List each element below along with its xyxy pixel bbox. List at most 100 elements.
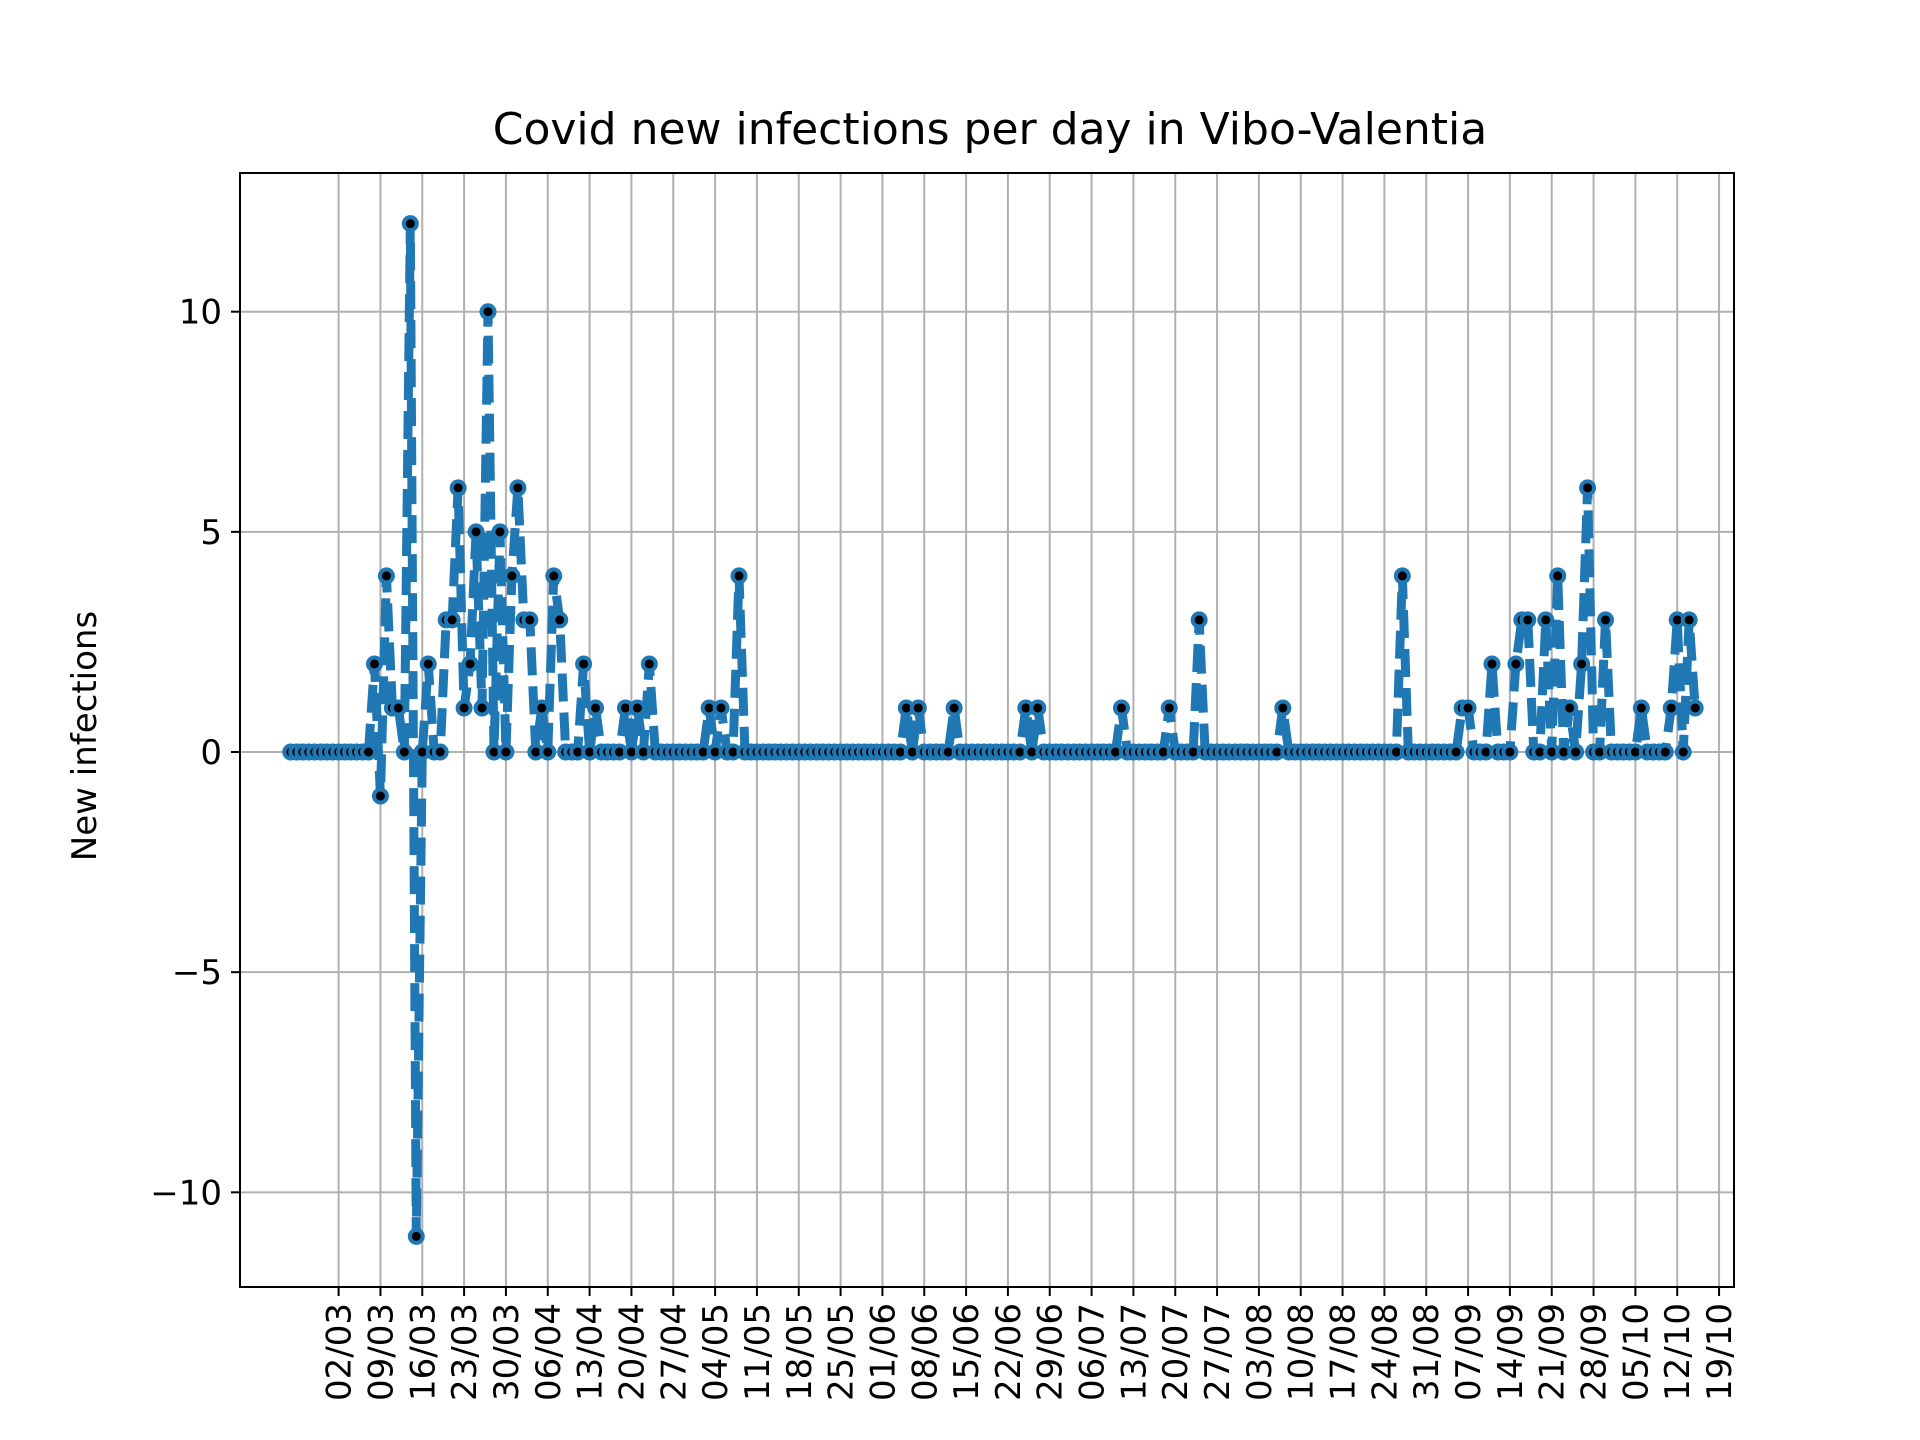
- data-point: [575, 655, 593, 673]
- data-point: [365, 655, 383, 673]
- data-point: [479, 303, 497, 321]
- x-tick-label: 31/08: [1407, 1303, 1447, 1401]
- data-point: [551, 611, 569, 629]
- x-tick-label: 14/09: [1491, 1303, 1531, 1401]
- y-tick-label: −5: [172, 953, 222, 993]
- data-point: [359, 743, 377, 761]
- x-axis-ticks: 02/03 09/03 16/03 23/03 30/03 06/04 13/04 20/04…: [320, 1287, 1740, 1401]
- chart-title: Covid new infections per day in Vibo-Val…: [493, 104, 1488, 155]
- data-point: [473, 699, 491, 717]
- x-tick-label: 29/06: [1031, 1303, 1071, 1401]
- x-tick-label: 01/06: [863, 1303, 903, 1401]
- x-tick-label: 17/08: [1324, 1303, 1364, 1401]
- x-tick-label: 09/03: [361, 1303, 401, 1401]
- data-point: [497, 743, 515, 761]
- y-axis-label: New infections: [65, 611, 105, 861]
- data-point: [1507, 655, 1525, 673]
- x-tick-label: 06/07: [1073, 1303, 1113, 1401]
- plot-area-frame: [239, 172, 1735, 1288]
- data-point: [545, 567, 563, 585]
- x-tick-label: 06/04: [529, 1303, 569, 1401]
- data-point: [1190, 611, 1208, 629]
- data-point: [461, 655, 479, 673]
- data-point: [730, 567, 748, 585]
- data-point: [419, 655, 437, 673]
- x-tick-label: 27/04: [654, 1303, 694, 1401]
- data-point: [1029, 699, 1047, 717]
- x-tick-label: 18/05: [780, 1303, 820, 1401]
- y-tick-label: −10: [150, 1173, 222, 1213]
- data-point: [1519, 611, 1537, 629]
- x-tick-label: 04/05: [696, 1303, 736, 1401]
- data-point: [533, 699, 551, 717]
- x-tick-label: 30/03: [487, 1303, 527, 1401]
- data-point: [945, 699, 963, 717]
- data-point: [467, 523, 485, 541]
- y-tick-label: 0: [200, 733, 222, 773]
- data-point: [1567, 743, 1585, 761]
- data-point: [1459, 699, 1477, 717]
- data-point: [407, 1227, 425, 1245]
- x-tick-label: 28/09: [1575, 1303, 1615, 1401]
- data-point: [521, 611, 539, 629]
- data-point: [1501, 743, 1519, 761]
- x-tick-label: 22/06: [989, 1303, 1029, 1401]
- data-point: [712, 699, 730, 717]
- data-point: [431, 743, 449, 761]
- data-point: [491, 523, 509, 541]
- data-point: [1160, 699, 1178, 717]
- data-point: [377, 567, 395, 585]
- data-point: [1561, 699, 1579, 717]
- data-point: [1662, 699, 1680, 717]
- data-point: [443, 611, 461, 629]
- y-tick-label: 5: [200, 513, 222, 553]
- data-point: [1549, 567, 1567, 585]
- x-tick-label: 08/06: [905, 1303, 945, 1401]
- data-point: [1537, 611, 1555, 629]
- x-tick-label: 23/03: [445, 1303, 485, 1401]
- data-point: [455, 699, 473, 717]
- x-tick-label: 07/09: [1449, 1303, 1489, 1401]
- x-tick-label: 15/06: [947, 1303, 987, 1401]
- x-tick-label: 24/08: [1365, 1303, 1405, 1401]
- data-point: [1674, 743, 1692, 761]
- data-point: [628, 699, 646, 717]
- x-tick-label: 20/07: [1156, 1303, 1196, 1401]
- data-point: [395, 743, 413, 761]
- data-point: [449, 479, 467, 497]
- x-tick-label: 19/10: [1700, 1303, 1740, 1401]
- y-tick-label: 10: [179, 293, 222, 333]
- x-tick-label: 13/04: [571, 1303, 611, 1401]
- data-point: [1686, 699, 1704, 717]
- data-point: [1680, 611, 1698, 629]
- x-tick-label: 05/10: [1616, 1303, 1656, 1401]
- data-points: [282, 215, 1704, 1245]
- x-tick-label: 03/08: [1240, 1303, 1280, 1401]
- data-point: [1393, 567, 1411, 585]
- data-point: [401, 215, 419, 233]
- data-point: [503, 567, 521, 585]
- data-point: [1632, 699, 1650, 717]
- data-point: [509, 479, 527, 497]
- x-tick-label: 20/04: [612, 1303, 652, 1401]
- x-tick-label: 02/03: [320, 1303, 360, 1401]
- x-tick-label: 10/08: [1282, 1303, 1322, 1401]
- data-point: [640, 655, 658, 673]
- data-point: [1573, 655, 1591, 673]
- y-axis-ticks: −10 −5 0 5 10: [150, 293, 240, 1213]
- data-point: [1579, 479, 1597, 497]
- data-point: [1447, 743, 1465, 761]
- x-tick-label: 25/05: [822, 1303, 862, 1401]
- x-tick-label: 21/09: [1533, 1303, 1573, 1401]
- data-point: [1274, 699, 1292, 717]
- data-point: [539, 743, 557, 761]
- data-point: [371, 787, 389, 805]
- x-tick-label: 27/07: [1198, 1303, 1238, 1401]
- data-point: [1597, 611, 1615, 629]
- data-point: [1483, 655, 1501, 673]
- x-tick-label: 16/03: [403, 1303, 443, 1401]
- x-tick-label: 13/07: [1114, 1303, 1154, 1401]
- data-point: [587, 699, 605, 717]
- data-point: [1112, 699, 1130, 717]
